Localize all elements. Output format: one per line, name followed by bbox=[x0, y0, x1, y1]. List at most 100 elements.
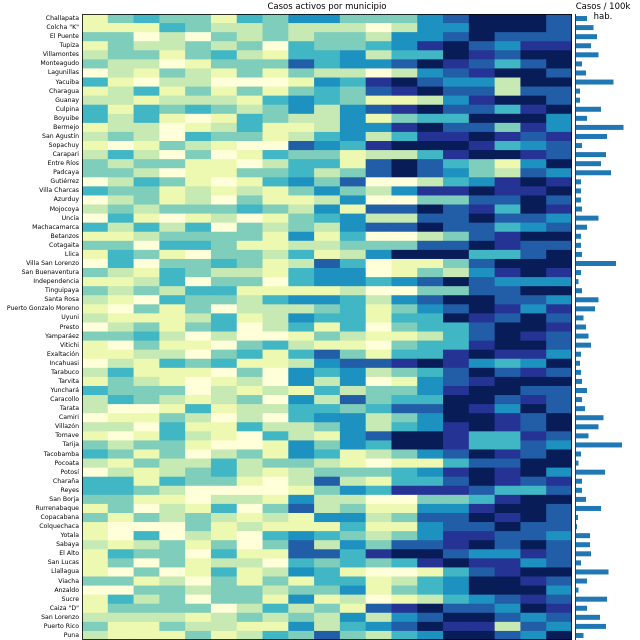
heatmap-cell bbox=[546, 41, 572, 51]
heatmap-cell bbox=[210, 240, 238, 251]
heatmap-cell bbox=[391, 413, 418, 423]
heatmap-cell bbox=[417, 159, 444, 169]
heatmap-cell bbox=[185, 122, 212, 133]
heatmap-cell bbox=[365, 77, 392, 88]
heatmap-cell bbox=[391, 376, 418, 387]
heatmap-cell bbox=[417, 540, 444, 550]
heatmap-cell bbox=[159, 32, 186, 42]
heatmap-cell bbox=[314, 395, 341, 405]
heatmap-cell bbox=[185, 440, 212, 450]
heatmap-cell bbox=[288, 503, 315, 514]
heatmap-cell bbox=[494, 295, 521, 305]
heatmap-cell bbox=[107, 385, 135, 396]
heatmap-cell bbox=[520, 385, 547, 396]
heatmap-cell bbox=[133, 404, 160, 414]
heatmap-cell bbox=[546, 603, 572, 614]
heatmap-cell bbox=[494, 268, 521, 278]
heatmap-cell bbox=[262, 286, 289, 296]
heatmap-cell bbox=[314, 268, 341, 278]
heatmap-cell bbox=[107, 376, 135, 387]
heatmap-cell bbox=[236, 258, 264, 269]
heatmap-cell bbox=[443, 340, 470, 351]
heatmap-cell bbox=[314, 431, 341, 441]
heatmap-cell bbox=[185, 240, 212, 251]
heatmap-cell bbox=[185, 104, 212, 115]
heatmap-cell bbox=[314, 141, 341, 151]
heatmap-cell bbox=[159, 186, 186, 196]
heatmap-cell bbox=[520, 449, 547, 460]
heatmap-cell bbox=[288, 431, 315, 441]
heatmap-cell bbox=[339, 476, 367, 487]
heatmap-cell bbox=[468, 476, 496, 487]
heatmap-cell bbox=[443, 23, 470, 33]
heatmap-cell bbox=[185, 59, 212, 69]
heatmap-cell bbox=[365, 231, 392, 242]
heatmap-cell bbox=[236, 522, 264, 532]
heatmap-cell bbox=[443, 150, 470, 160]
heatmap-cell bbox=[133, 340, 160, 351]
bar bbox=[576, 224, 587, 230]
heatmap-cell bbox=[288, 14, 315, 24]
row-label: Puerto Gonzalo Moreno bbox=[6, 305, 79, 313]
row-label: Viacha bbox=[58, 577, 79, 585]
heatmap-cell bbox=[82, 558, 109, 568]
heatmap-cell bbox=[107, 195, 135, 206]
bar bbox=[576, 333, 589, 339]
bar bbox=[576, 34, 597, 40]
heatmap-cell bbox=[339, 204, 367, 215]
heatmap-cell bbox=[159, 268, 186, 278]
heatmap-cell bbox=[236, 603, 264, 614]
heatmap-cell bbox=[210, 68, 238, 78]
heatmap-cell bbox=[546, 467, 572, 478]
heatmap-cell bbox=[82, 122, 109, 133]
heatmap-cell bbox=[468, 449, 496, 460]
heatmap-cell bbox=[82, 340, 109, 351]
heatmap-cell bbox=[494, 240, 521, 251]
heatmap-cell bbox=[107, 603, 135, 614]
bar bbox=[576, 188, 581, 194]
heatmap-cell bbox=[107, 567, 135, 577]
heatmap-cell bbox=[159, 77, 186, 88]
heatmap-cell bbox=[185, 268, 212, 278]
heatmap-cell bbox=[339, 621, 367, 632]
heatmap-cell bbox=[443, 422, 470, 432]
heatmap-cell bbox=[520, 494, 547, 505]
heatmap-cell bbox=[417, 503, 444, 514]
heatmap-cell bbox=[314, 240, 341, 251]
heatmap-title: Casos activos por municipio bbox=[267, 2, 387, 12]
heatmap-cell bbox=[314, 14, 341, 24]
heatmap-cell bbox=[288, 277, 315, 287]
heatmap-cell bbox=[107, 621, 135, 632]
heatmap-cell bbox=[339, 77, 367, 88]
heatmap-cell bbox=[288, 612, 315, 623]
heatmap-cell bbox=[494, 59, 521, 69]
heatmap-cell bbox=[133, 86, 160, 97]
heatmap-cell bbox=[159, 567, 186, 577]
heatmap-cell bbox=[417, 594, 444, 605]
heatmap-cell bbox=[185, 494, 212, 505]
heatmap-cell bbox=[365, 32, 392, 42]
heatmap-cell bbox=[133, 494, 160, 505]
heatmap-cell bbox=[185, 358, 212, 369]
heatmap-cell bbox=[262, 422, 289, 432]
heatmap-cell bbox=[185, 413, 212, 423]
heatmap-cell bbox=[546, 168, 572, 178]
heatmap-cell bbox=[443, 86, 470, 97]
heatmap-cell bbox=[107, 313, 135, 323]
heatmap-cell bbox=[82, 86, 109, 97]
heatmap-cell bbox=[210, 558, 238, 568]
heatmap-cell bbox=[185, 512, 212, 523]
heatmap-cell bbox=[520, 249, 547, 260]
heatmap-cell bbox=[107, 177, 135, 187]
bar bbox=[576, 551, 591, 557]
heatmap-cell bbox=[443, 95, 470, 106]
heatmap-cell bbox=[546, 567, 572, 577]
heatmap-cell bbox=[185, 322, 212, 333]
heatmap-cell bbox=[468, 231, 496, 242]
heatmap-cell bbox=[159, 522, 186, 532]
heatmap-cell bbox=[494, 621, 521, 632]
heatmap-cell bbox=[417, 59, 444, 69]
heatmap-cell bbox=[185, 576, 212, 587]
heatmap-cell bbox=[262, 540, 289, 550]
heatmap-cell bbox=[468, 131, 496, 142]
